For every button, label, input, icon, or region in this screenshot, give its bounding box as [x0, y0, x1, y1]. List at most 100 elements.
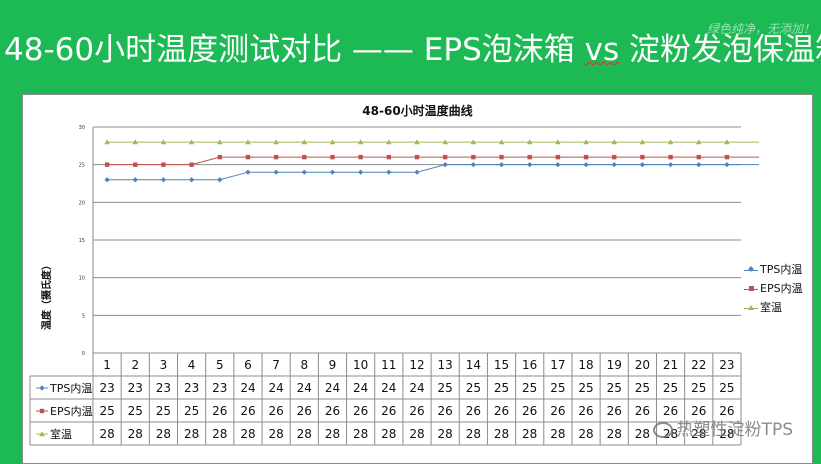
- data-point: [160, 139, 167, 145]
- slide-title-vs: vs: [584, 32, 620, 68]
- x-tick-label: 3: [160, 358, 168, 372]
- data-point: [132, 139, 139, 145]
- bottom-watermark: 热塑性淀粉TPS: [652, 415, 793, 440]
- data-point: [470, 162, 476, 168]
- table-cell-value: 23: [184, 381, 199, 395]
- table-cell-value: 23: [212, 381, 227, 395]
- data-point: [696, 154, 701, 160]
- data-point: [189, 177, 195, 183]
- table-legend-marker: [39, 408, 45, 414]
- data-point: [217, 177, 223, 183]
- data-point: [161, 162, 166, 167]
- data-point: [527, 162, 533, 168]
- table-cell-value: 26: [719, 404, 734, 418]
- table-cell-value: 23: [128, 381, 143, 395]
- x-tick-label: 13: [438, 358, 453, 372]
- table-cell-value: 25: [607, 381, 622, 395]
- table-cell-value: 26: [353, 404, 368, 418]
- table-cell-value: 28: [578, 427, 593, 441]
- data-point: [414, 139, 420, 145]
- data-point: [471, 154, 476, 160]
- table-cell-value: 28: [466, 427, 481, 441]
- table-cell-value: 26: [550, 404, 565, 418]
- x-tick-label: 11: [381, 358, 396, 372]
- table-cell-value: 26: [212, 404, 227, 418]
- table-cell-value: 25: [99, 404, 114, 418]
- data-point: [273, 169, 279, 175]
- table-cell-value: 28: [409, 427, 424, 441]
- table-series-name: 室温: [50, 427, 72, 441]
- data-point: [470, 139, 477, 145]
- chart-panel: 0 5 10 15 20 25 30 1 2 3 4 5 6 7 8 9 10 11 12 13 14 15 16 17 18 1…: [22, 94, 813, 464]
- table-series-name: EPS内温: [50, 404, 93, 418]
- chart-legend: TPS内温 EPS内温室温: [744, 260, 803, 317]
- table-cell-value: 26: [607, 404, 622, 418]
- table-cell-value: 28: [438, 427, 453, 441]
- data-point: [189, 162, 194, 167]
- table-cell-value: 28: [240, 427, 255, 441]
- data-point: [302, 154, 307, 160]
- data-point: [217, 154, 222, 160]
- data-point: [386, 139, 392, 145]
- chart-title: 48-60小时温度曲线: [362, 104, 473, 118]
- table-cell-value: 25: [466, 381, 481, 395]
- table-cell-value: 28: [522, 427, 537, 441]
- x-tick-label: 1: [103, 358, 111, 372]
- data-point: [498, 162, 505, 168]
- table-legend-marker: [39, 431, 45, 437]
- table-cell-value: 24: [353, 381, 368, 395]
- table-cell-value: 28: [381, 427, 396, 441]
- data-point: [526, 139, 533, 145]
- x-tick-label: 19: [607, 358, 622, 372]
- data-point: [583, 162, 589, 168]
- table-cell-value: 25: [578, 381, 593, 395]
- y-tick-label: 10: [79, 276, 85, 282]
- data-point: [216, 139, 223, 145]
- table-cell-value: 24: [409, 381, 424, 395]
- x-tick-label: 6: [244, 358, 252, 372]
- table-cell-value: 25: [438, 381, 453, 395]
- data-point: [132, 177, 138, 183]
- data-point: [330, 154, 335, 160]
- table-cell-value: 25: [494, 381, 509, 395]
- slide-title-tail: 淀粉发泡保温箱: [628, 32, 821, 68]
- slide-title-main: 48-60小时温度测试对比 —— EPS泡沫箱: [4, 32, 585, 68]
- table-cell-value: 24: [297, 381, 312, 395]
- x-tick-label: 2: [131, 358, 139, 372]
- table-cell-value: 28: [184, 427, 199, 441]
- legend-swatch: [744, 284, 758, 294]
- table-cell-value: 25: [719, 381, 734, 395]
- data-point: [358, 169, 364, 175]
- legend-item: TPS内温: [744, 260, 803, 279]
- data-point: [301, 139, 308, 145]
- data-point: [104, 139, 110, 145]
- x-tick-label: 4: [188, 358, 196, 372]
- x-tick-label: 17: [550, 358, 565, 372]
- table-cell-value: 25: [522, 381, 537, 395]
- legend-label: 室温: [760, 301, 782, 314]
- data-point: [668, 154, 673, 160]
- x-tick-label: 15: [494, 358, 509, 372]
- data-point: [188, 139, 195, 145]
- x-tick-label: 5: [216, 358, 224, 372]
- legend-item: 室温: [744, 298, 803, 317]
- table-cell-value: 26: [578, 404, 593, 418]
- table-cell-value: 28: [156, 427, 171, 441]
- x-tick-label: 16: [522, 358, 537, 372]
- legend-swatch: [744, 303, 758, 313]
- data-point: [357, 139, 364, 145]
- table-cell-value: 26: [240, 404, 255, 418]
- data-point: [358, 154, 363, 160]
- x-tick-label: 7: [272, 358, 280, 372]
- data-point: [498, 139, 505, 145]
- data-point: [386, 169, 392, 175]
- table-cell-value: 25: [184, 404, 199, 418]
- legend-item: EPS内温: [744, 279, 803, 298]
- data-point: [133, 162, 138, 167]
- wechat-icon: [652, 422, 673, 438]
- table-cell-value: 28: [353, 427, 368, 441]
- table-cell-value: 26: [691, 404, 706, 418]
- data-point: [611, 162, 617, 168]
- table-cell-value: 26: [381, 404, 396, 418]
- data-point: [612, 154, 617, 160]
